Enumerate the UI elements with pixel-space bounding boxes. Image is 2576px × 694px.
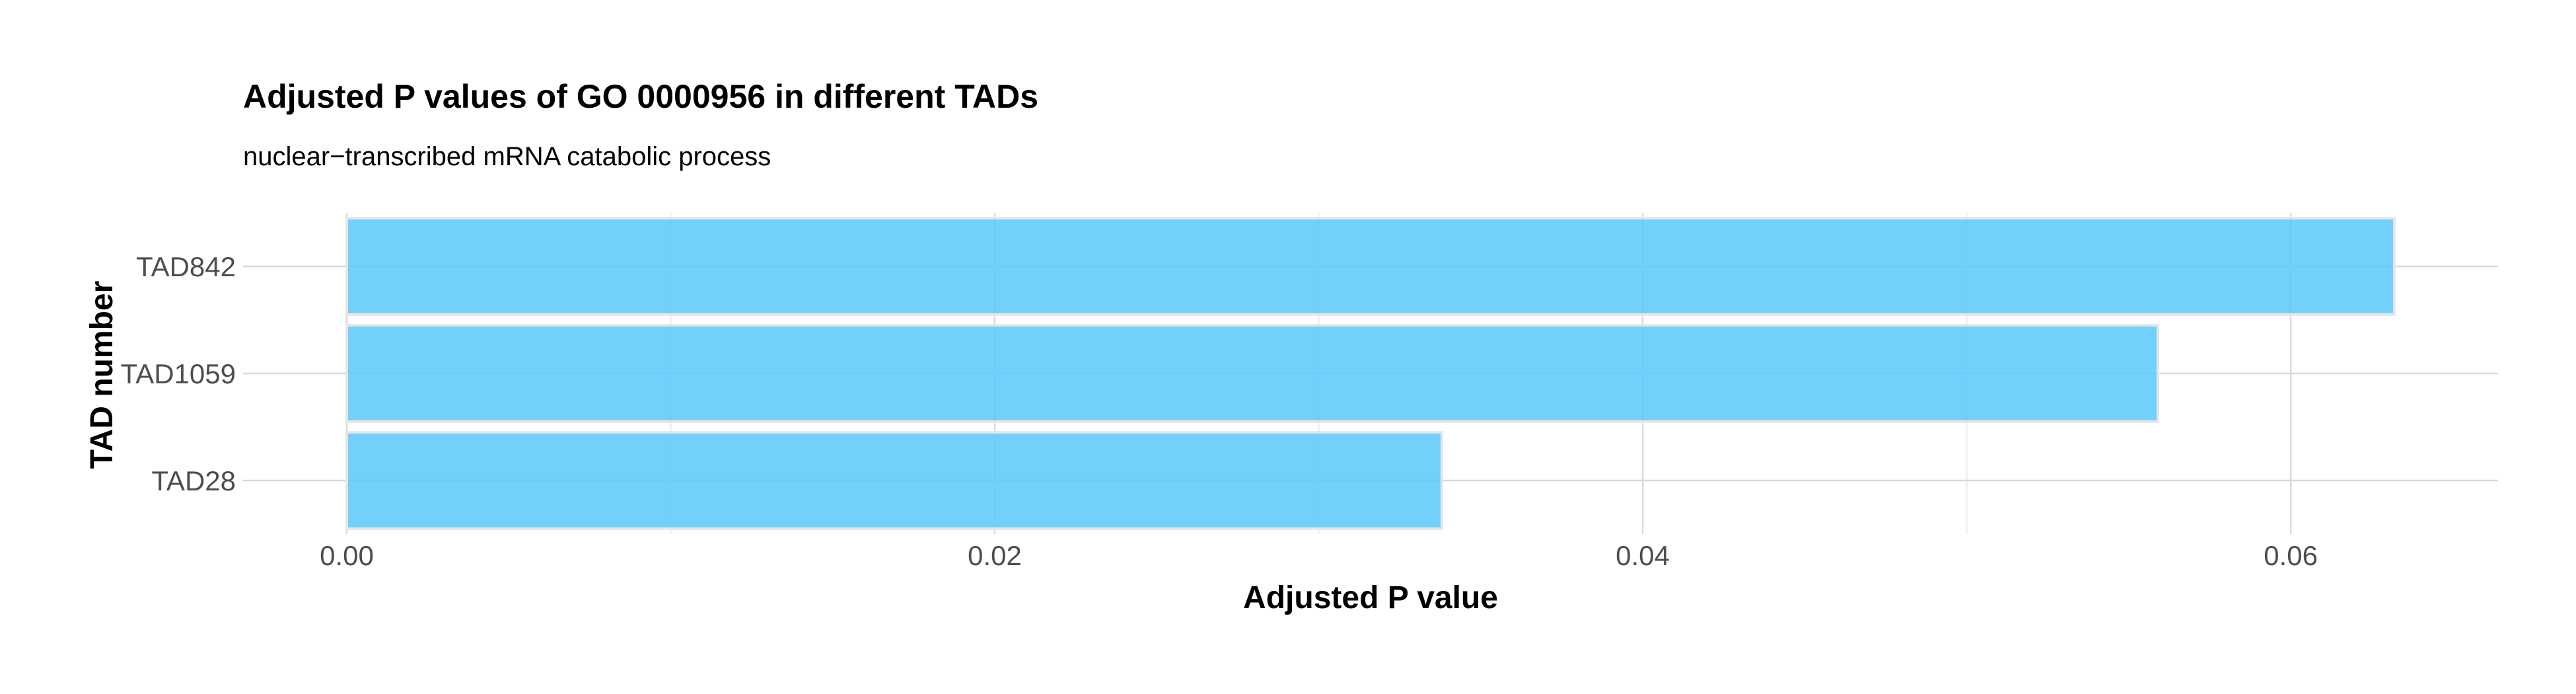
chart-title: Adjusted P values of GO 0000956 in diffe… [243,78,1038,115]
bar-tad1059 [345,324,2159,423]
y-tick-label: TAD28 [151,465,236,496]
x-axis-tick-labels: 0.00 0.02 0.04 0.06 [320,540,2318,571]
x-tick-label: 0.06 [2264,540,2318,571]
bars [345,217,2396,530]
x-tick-label: 0.00 [320,540,374,571]
y-tick-label: TAD1059 [121,358,236,389]
y-axis-title: TAD number [85,281,120,469]
chart-subtitle: nuclear−transcribed mRNA catabolic proce… [243,142,771,171]
x-axis-title: Adjusted P value [1243,580,1498,615]
x-tick-label: 0.04 [1616,540,1670,571]
x-tick-label: 0.02 [968,540,1022,571]
y-axis-tick-labels: TAD842 TAD1059 TAD28 [121,251,236,496]
bar-tad28 [345,431,1443,530]
bar-tad842 [345,217,2396,316]
y-tick-label: TAD842 [136,251,236,282]
